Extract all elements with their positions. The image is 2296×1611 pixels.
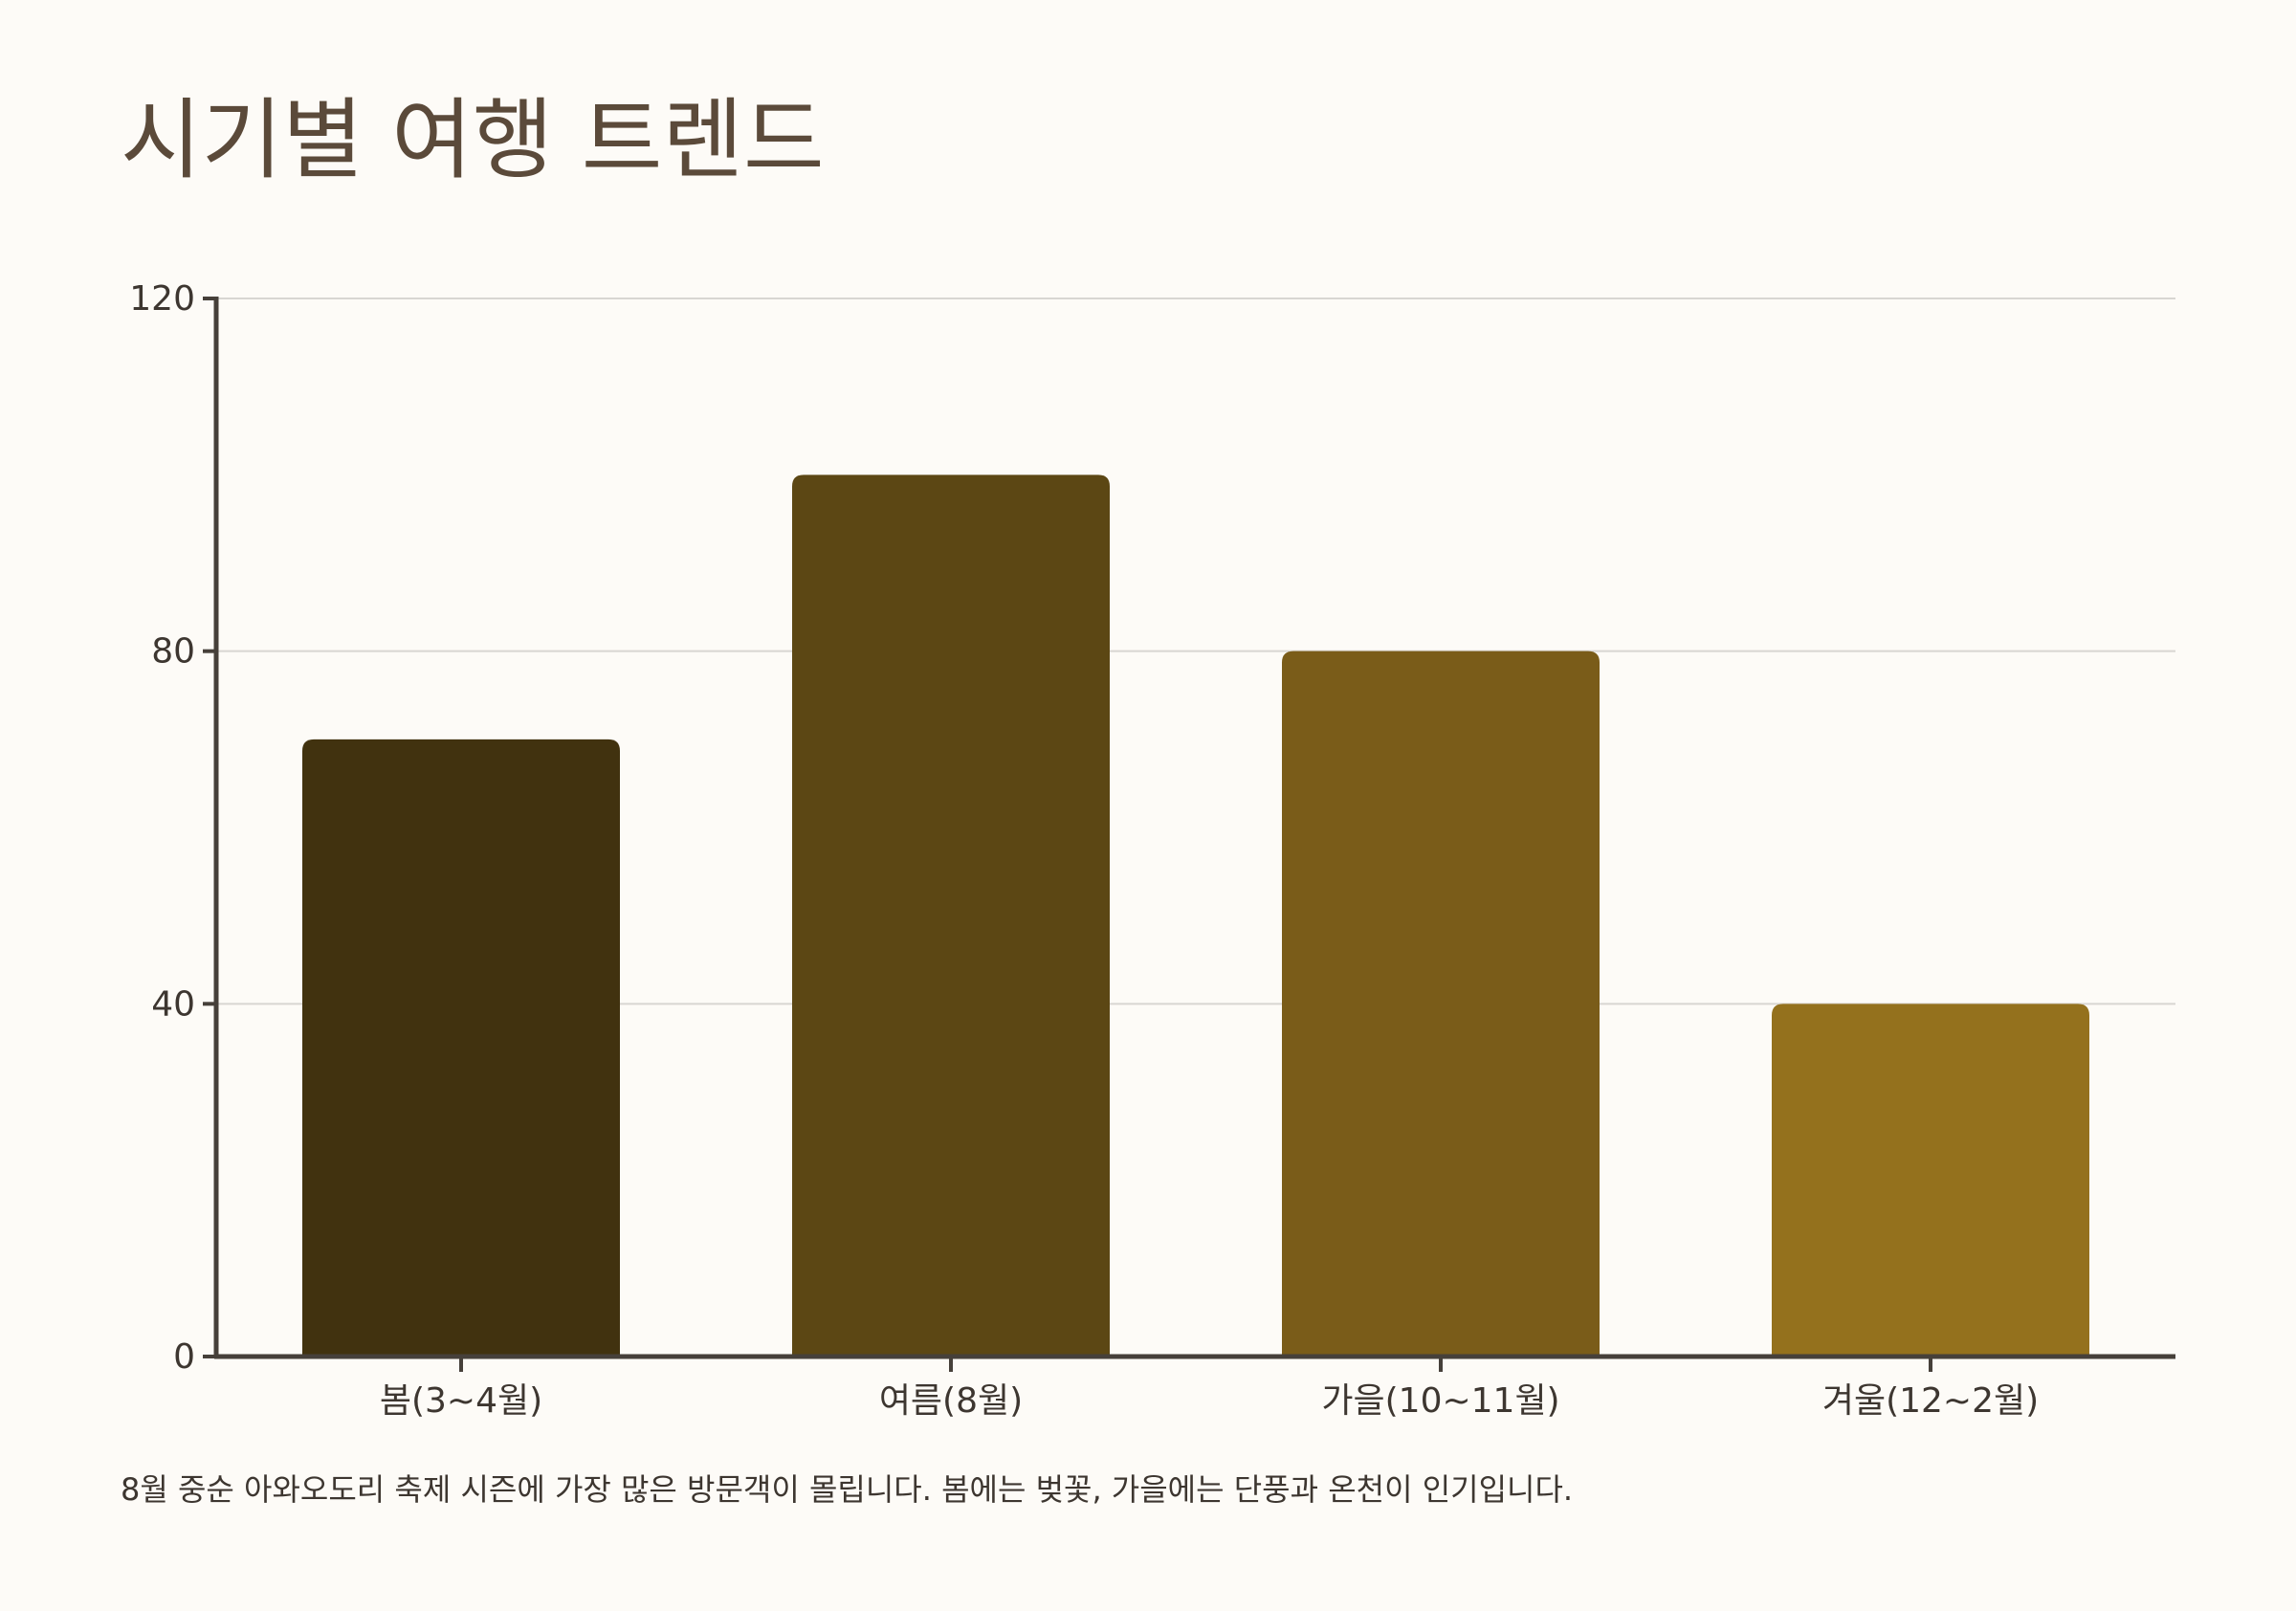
bar-1: [302, 739, 620, 1357]
chart-title: 시기별 여행 트렌드: [121, 89, 825, 191]
bar-2: [792, 474, 1110, 1357]
bar-3: [1282, 651, 1600, 1357]
chart-caption: 8월 중순 아와오도리 축제 시즌에 가장 많은 방문객이 몰립니다. 봄에는 …: [121, 1471, 1574, 1508]
x-tick-label: 여름(8월): [879, 1381, 1023, 1421]
y-tick-label: 80: [151, 632, 195, 672]
y-tick-label: 0: [173, 1337, 195, 1377]
x-tick-label: 봄(3~4월): [380, 1381, 542, 1421]
bar-4: [1772, 1004, 2089, 1357]
y-tick-label: 40: [151, 984, 195, 1024]
x-tick-label: 겨울(12~2월): [1822, 1381, 2039, 1421]
labels: 0 40 80 120 봄(3~4월) 여름(8월) 가을(10~11월) 겨울(12~2월): [129, 279, 2039, 1421]
axes: [203, 297, 2175, 1372]
bars: [302, 474, 2089, 1357]
x-tick-label: 가을(10~11월): [1321, 1381, 1559, 1421]
y-tick-label: 120: [129, 279, 195, 319]
